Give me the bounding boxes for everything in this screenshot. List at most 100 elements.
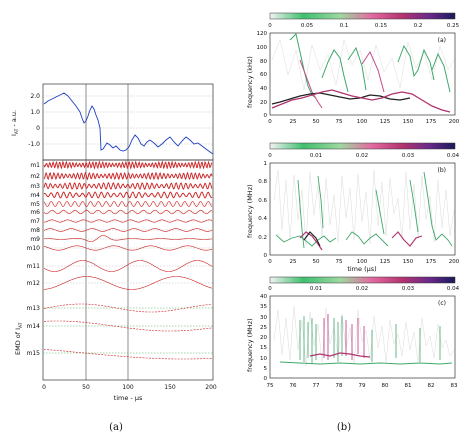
mode-trace [44,276,213,290]
x-tick-label: 25 [290,259,297,265]
y-tick-label: -1.0 [28,141,40,148]
plot-a-tag: (a) [438,37,446,44]
y-tick-label: 5 [264,366,268,372]
y-tick-label: 0.4 [258,216,267,222]
plot-c-tag: (c) [438,300,446,307]
plot-c-y-axis-label: frequency (MHz) [246,318,254,372]
mode-label: m1 [30,162,40,169]
colorbar-tick: 0 [268,153,272,159]
colorbar-tick: 0.15 [375,23,388,29]
plot-b-frame [269,162,456,256]
y-tick-label: 100 [257,45,268,51]
signal-y-axis-label: IAT - a.u. [10,110,20,136]
mode-label: m15 [27,350,41,357]
y-tick-label: 1 [264,161,268,167]
x-tick-label: 0 [268,259,272,265]
colorbar-tick: 0.2 [414,23,423,29]
spectrogram-b: 0 0.01 0.02 0.03 0.04 1 [246,142,460,273]
x-tick-label: 75 [267,383,274,389]
y-tick-label: 0 [264,113,268,119]
mode-label: m12 [27,280,41,287]
x-tick-label: 150 [403,259,414,265]
x-tick-label: 200 [449,259,460,265]
panel-b: 0 0.05 0.1 0.15 0.2 0.25 12 [246,12,460,433]
mode-label: m13 [27,305,41,312]
x-tick-label: 125 [380,259,391,265]
plot-c-y-ticks: 40 35 30 25 20 15 10 5 0 [260,294,268,382]
mode-trace [44,349,212,360]
colorbar-tick: 0.05 [301,23,314,29]
signal-trace [43,92,214,155]
y-tick-label: 120 [257,31,268,37]
y-tick-label: 20 [260,100,267,106]
y-tick-label: 20 [260,335,267,341]
mode-trace [43,228,213,232]
plot-b-y-axis-label: frequency (MHz) [246,184,254,238]
panel-b-caption: (b) [337,422,351,433]
vertical-markers [85,84,129,380]
plot-a-traces [271,33,455,113]
x-tick-label: 175 [426,259,437,265]
mode-label: m8 [30,227,40,234]
mode-label: m11 [27,263,41,270]
y-tick-label: 0 [36,125,40,132]
y-tick-label: 0.2 [258,235,267,241]
mode-label: m7 [30,218,40,225]
y-tick-label: 0 [264,376,268,382]
x-tick-label: 150 [403,119,414,125]
x-tick-label: 50 [313,119,320,125]
mode-trace [43,171,213,181]
mode-trace [43,235,213,242]
plot-b-tag: (b) [438,167,447,174]
spectrogram-a: 0 0.05 0.1 0.15 0.2 0.25 12 [246,12,460,125]
x-tick-label: 125 [380,119,391,125]
emd-plot-frame [42,159,214,381]
y-tick-label: 35 [260,304,267,310]
x-tick-label: 78 [336,383,343,389]
colorbar-tick: 0.04 [447,153,460,159]
mode-trace [43,181,213,191]
plot-c-frame [269,295,456,379]
x-tick-label: 76 [290,383,297,389]
x-tick-label: 25 [290,119,297,125]
colorbar-tick: 0.02 [356,153,368,159]
plot-c-x-ticks: 75 76 77 78 79 80 81 82 83 [267,383,458,389]
y-tick-label: 0.6 [258,198,267,204]
x-tick-label: 200 [205,384,217,391]
colorbar-tick: 0 [268,23,272,29]
x-tick-label: 100 [122,384,134,391]
mode-label: m2 [30,173,40,180]
colorbar-tick: 0.03 [402,153,415,159]
x-tick-label: 100 [357,259,368,265]
colorbar-tick: 0.04 [447,286,460,292]
mode-label: m3 [30,183,40,190]
x-tick-label: 75 [336,259,343,265]
mode-label: m5 [30,201,40,208]
plot-b-x-axis-label: time (μs) [347,265,376,273]
x-tick-label: 100 [357,119,368,125]
x-tick-label: 77 [313,383,320,389]
y-tick-label: 30 [260,315,267,321]
panel-a-x-ticks: 0 50 100 150 200 [42,384,217,391]
colorbar-tick: 0.03 [402,286,415,292]
y-tick-label: 15 [260,345,267,351]
plot-a-x-ticks: 0 25 50 75 100 125 150 175 200 [268,119,459,125]
x-tick-label: 75 [336,119,343,125]
panel-a-caption: (a) [109,422,123,433]
mode-trace [43,160,213,170]
mode-trace [43,201,213,207]
mode-trace [43,303,213,313]
y-tick-label: 0.8 [258,179,267,185]
x-tick-label: 200 [449,119,460,125]
mode-label: m9 [30,236,40,243]
mode-trace [43,260,213,272]
colorbar-a-ticks: 0 0.05 0.1 0.15 0.2 0.25 [268,23,459,29]
mode-label: m6 [30,209,40,216]
x-tick-label: 81 [405,383,412,389]
emd-y-axis-label: EMD of IAT [14,322,24,355]
x-tick-label: 50 [313,259,320,265]
x-tick-label: 79 [359,383,366,389]
